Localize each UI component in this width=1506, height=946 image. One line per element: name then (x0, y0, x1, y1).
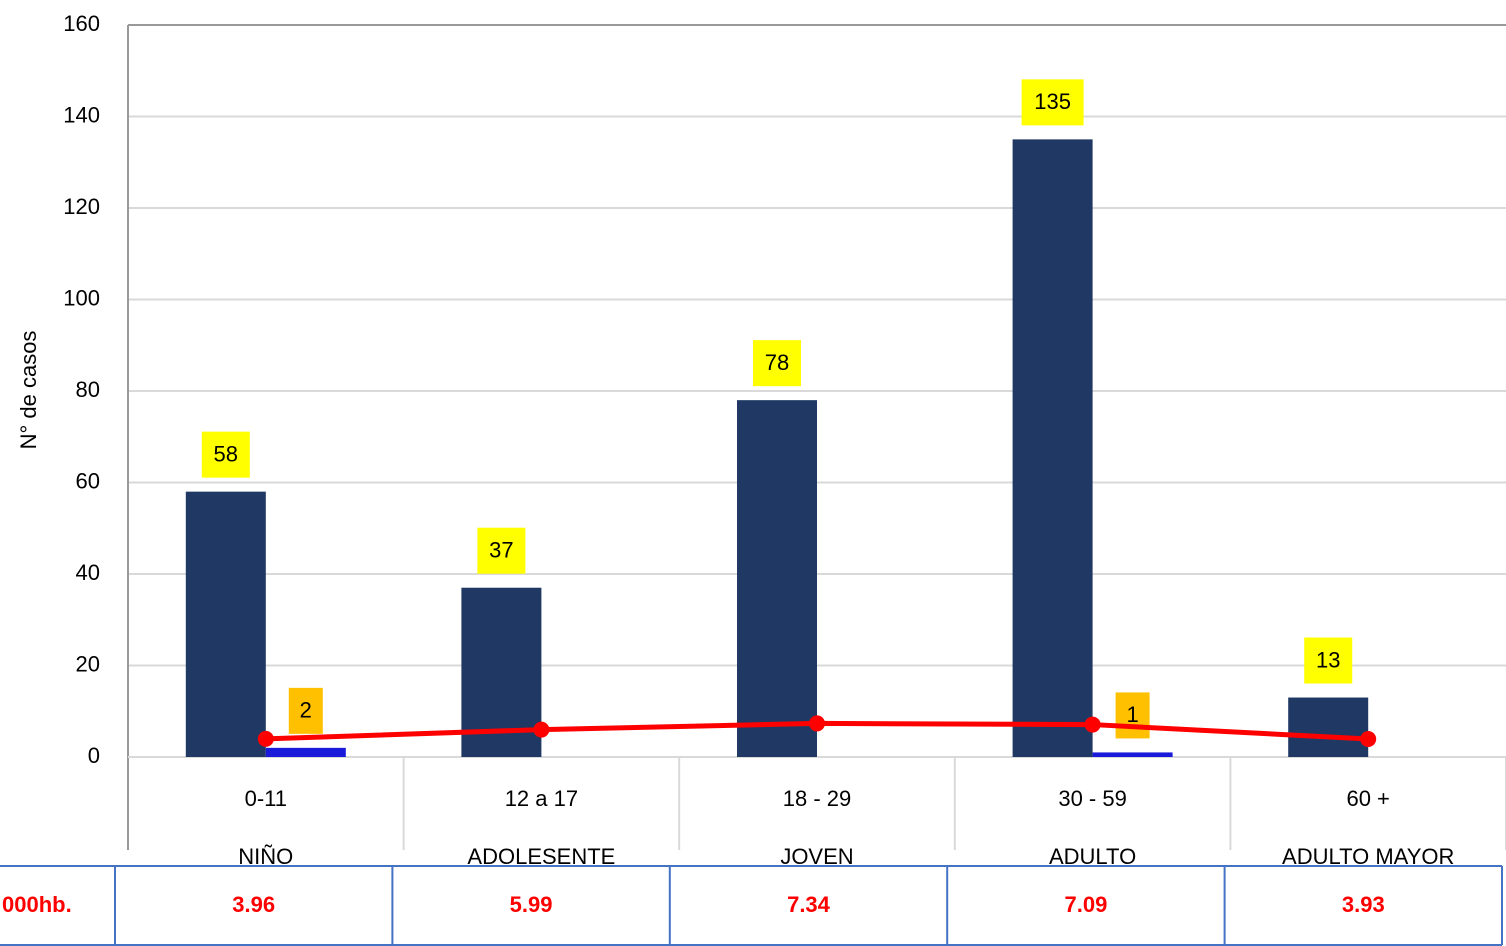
data-label: 135 (1034, 89, 1071, 114)
x-tick-label: 12 a 17 (505, 786, 578, 811)
data-label-box (1021, 79, 1084, 126)
data-label-box (288, 687, 323, 734)
bar (1288, 697, 1369, 757)
table-value: 3.93 (1342, 892, 1385, 917)
y-tick-label: 0 (88, 743, 100, 768)
table-label: 000hb. (2, 892, 72, 917)
data-label-box (201, 431, 250, 478)
table-value: 3.96 (232, 892, 275, 917)
table-value: 7.09 (1064, 892, 1107, 917)
x-group-label: ADOLESENTE (467, 844, 615, 869)
line-point (1360, 731, 1377, 748)
y-tick-label: 140 (63, 102, 100, 127)
x-tick-label: 0-11 (245, 786, 287, 811)
table-value: 7.34 (787, 892, 831, 917)
line-point (1084, 716, 1101, 733)
bar (1092, 752, 1173, 757)
y-tick-label: 40 (76, 560, 100, 585)
y-tick-label: 60 (76, 468, 100, 493)
data-label: 78 (765, 350, 789, 375)
bar (1012, 139, 1093, 757)
data-label-box (1304, 637, 1353, 684)
y-tick-label: 120 (63, 194, 100, 219)
line-point (809, 715, 825, 732)
x-tick-label: 18 - 29 (783, 786, 852, 811)
data-label: 2 (300, 698, 312, 723)
y-tick-label: 80 (76, 377, 100, 402)
data-label-box (753, 340, 801, 387)
bar (737, 400, 817, 757)
y-tick-label: 160 (63, 11, 100, 36)
data-label-box (477, 527, 526, 574)
data-label: 13 (1316, 647, 1340, 672)
x-group-label: JOVEN (780, 844, 853, 869)
y-tick-label: 100 (63, 285, 100, 310)
x-tick-label: 60 + (1346, 786, 1389, 811)
y-tick-label: 20 (76, 651, 100, 676)
x-group-label: NIÑO (238, 844, 293, 869)
data-label-box (1115, 692, 1150, 739)
data-label: 58 (214, 441, 238, 466)
data-label: 37 (489, 538, 513, 563)
x-group-label: ADULTO (1049, 844, 1136, 869)
x-group-label: ADULTO MAYOR (1282, 844, 1454, 869)
data-label: 1 (1126, 702, 1138, 727)
bar (265, 747, 346, 757)
x-tick-label: 30 - 59 (1058, 786, 1127, 811)
table-value: 5.99 (510, 892, 553, 917)
line-point (257, 730, 274, 747)
bar (185, 491, 266, 757)
y-axis-label: N° de casos (16, 331, 41, 450)
line-point (533, 721, 550, 738)
